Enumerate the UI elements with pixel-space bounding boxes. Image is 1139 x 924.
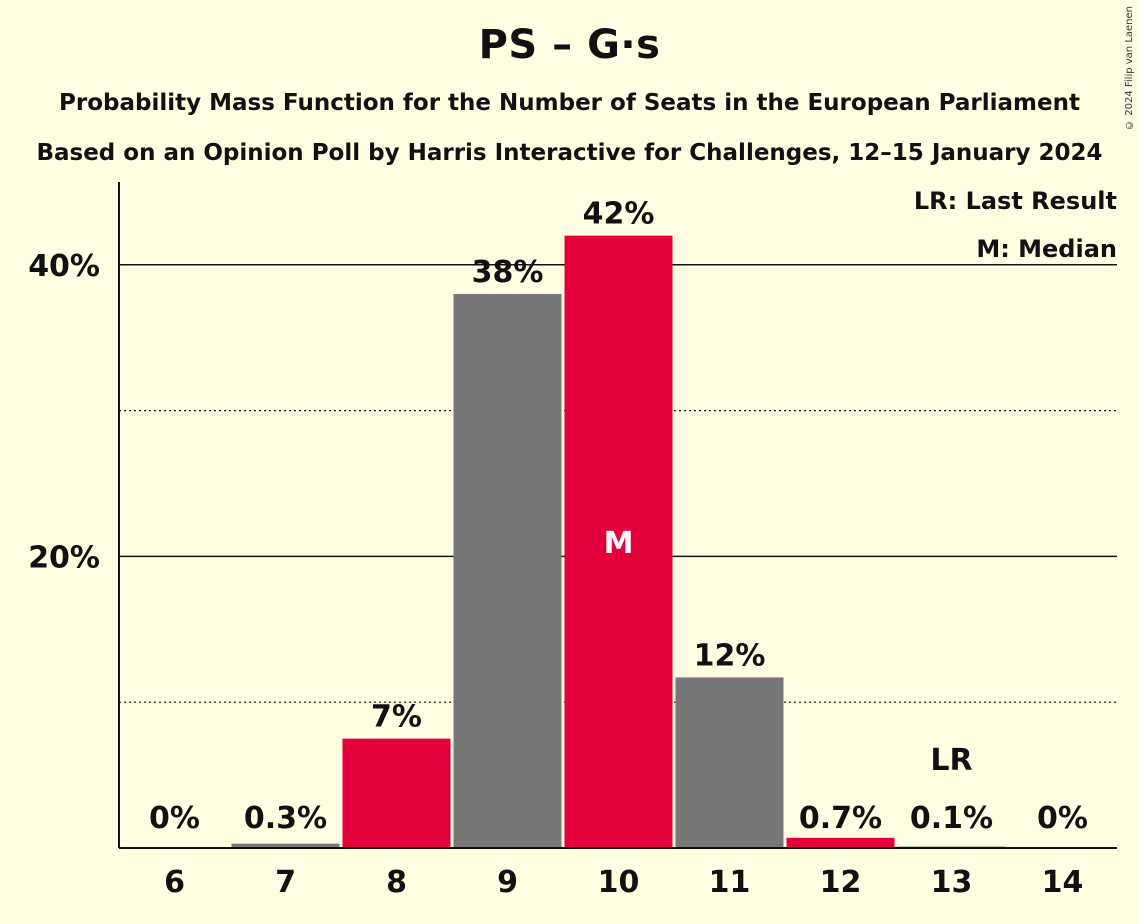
median-marker: M — [604, 526, 634, 561]
value-label-13: 0.1% — [910, 801, 993, 836]
bars — [231, 235, 1006, 849]
bar-11 — [675, 677, 784, 848]
x-tick-label-9: 9 — [497, 865, 518, 900]
value-label-6: 0% — [149, 801, 200, 836]
bar-8 — [342, 738, 451, 848]
chart-subtitle: Probability Mass Function for the Number… — [59, 90, 1080, 116]
value-label-9: 38% — [472, 255, 544, 290]
x-tick-label-6: 6 — [164, 865, 185, 900]
legend: LR: Last Result M: Median — [914, 187, 1117, 263]
x-tick-label-13: 13 — [931, 865, 973, 900]
last-result-marker: LR — [930, 743, 972, 778]
bar-12 — [786, 837, 895, 848]
bar-7 — [231, 843, 340, 848]
value-label-14: 0% — [1037, 801, 1088, 836]
x-tick-label-12: 12 — [820, 865, 862, 900]
chart-subtitle-source: Based on an Opinion Poll by Harris Inter… — [36, 140, 1103, 166]
chart-title: PS – G·s — [478, 22, 661, 68]
y-tick-label: 20% — [28, 540, 100, 575]
x-tick-label-11: 11 — [709, 865, 751, 900]
x-tick-label-8: 8 — [386, 865, 407, 900]
x-tick-label-7: 7 — [275, 865, 296, 900]
value-label-12: 0.7% — [799, 801, 882, 836]
value-label-7: 0.3% — [244, 801, 327, 836]
x-tick-label-14: 14 — [1042, 865, 1084, 900]
legend-last-result: LR: Last Result — [914, 187, 1117, 215]
legend-median: M: Median — [976, 235, 1117, 263]
value-label-8: 7% — [371, 700, 422, 735]
value-label-11: 12% — [694, 638, 766, 673]
axes: 20% 40% 6 7 8 9 10 11 12 13 14 — [28, 182, 1117, 900]
y-tick-label: 40% — [28, 249, 100, 284]
value-label-10: 42% — [583, 197, 655, 232]
bar-10 — [564, 235, 673, 848]
x-tick-label-10: 10 — [598, 865, 640, 900]
bar-9 — [453, 293, 562, 849]
value-labels: 0% 0.3% 7% 38% 42% M 12% 0.7% 0.1% LR 0% — [149, 197, 1088, 836]
